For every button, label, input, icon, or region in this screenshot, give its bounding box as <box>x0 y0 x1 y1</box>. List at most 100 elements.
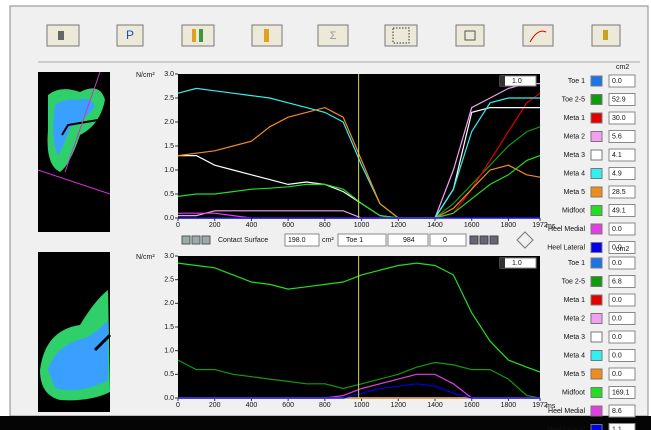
legend-swatch <box>591 295 602 305</box>
legend-swatch <box>591 224 602 234</box>
legend-swatch <box>591 388 602 398</box>
x-tick-label: 200 <box>209 222 221 229</box>
x-tick-label: 400 <box>246 222 258 229</box>
legend-swatch <box>591 76 602 86</box>
zoom-value: 1.0 <box>512 78 522 85</box>
area-value: 5.6 <box>612 133 622 140</box>
legend-swatch <box>591 351 602 361</box>
x-tick-label: 1000 <box>354 402 370 409</box>
legend-swatch <box>591 113 602 123</box>
zoom-spinner <box>500 76 505 86</box>
legend-label: Toe 1 <box>568 78 585 85</box>
legend-label: Meta 5 <box>564 371 586 378</box>
x-tick-label: 800 <box>319 402 331 409</box>
y-tick-label: 0.5 <box>164 371 174 378</box>
legend-swatch <box>591 169 602 179</box>
legend-label: Heel Medial <box>548 408 585 415</box>
contact-label: Contact Surface <box>218 237 268 244</box>
y-tick-label: 1.0 <box>164 348 174 355</box>
icon <box>58 31 64 40</box>
x-tick-label: 0 <box>176 402 180 409</box>
y-tick-label: 3.0 <box>164 253 174 260</box>
legend-header: cm2 <box>616 246 629 253</box>
icon <box>199 29 203 42</box>
legend-swatch <box>591 369 602 379</box>
y-axis-label: N/cm² <box>136 254 155 261</box>
contact-unit: cm² <box>322 237 334 244</box>
x-tick-label: 1972 <box>532 402 548 409</box>
app-window: P Σ N/cm²ms0.00.51.01.52.02.53.002004006… <box>0 0 651 430</box>
legend-swatch <box>591 314 602 324</box>
y-tick-label: 3.0 <box>164 71 174 78</box>
legend-label: Meta 1 <box>564 115 586 122</box>
toolbar-button[interactable] <box>456 25 484 46</box>
legend-label: Toe 1 <box>568 260 585 267</box>
area-value: 169.1 <box>612 389 630 396</box>
y-tick-label: 0.5 <box>164 191 174 198</box>
legend-label: Meta 3 <box>564 334 586 341</box>
y-tick-label: 2.5 <box>164 95 174 102</box>
legend-swatch <box>591 258 602 268</box>
area-value: 52.9 <box>612 96 626 103</box>
legend-swatch <box>591 277 602 287</box>
tool-icon <box>470 236 478 244</box>
contact-value: 198.0 <box>288 237 306 244</box>
x-tick-label: 600 <box>282 402 294 409</box>
legend-label: Meta 5 <box>564 189 586 196</box>
legend-label: Heel Medial <box>548 226 585 233</box>
icon <box>264 29 269 42</box>
x-tick-label: 400 <box>246 402 258 409</box>
legend-swatch <box>591 187 602 197</box>
area-value: 0.0 <box>612 315 622 322</box>
y-tick-label: 2.0 <box>164 119 174 126</box>
legend-swatch <box>591 132 602 142</box>
tool-icon <box>490 236 498 244</box>
area-value: 0.0 <box>612 260 622 267</box>
field <box>430 234 466 246</box>
legend-swatch <box>591 206 602 216</box>
legend-label: Meta 4 <box>564 170 586 177</box>
y-tick-label: 1.5 <box>164 324 174 331</box>
tool-icon <box>202 236 210 244</box>
foot-image <box>38 72 110 232</box>
toolbar-button[interactable] <box>523 25 553 46</box>
x-tick-label: 1400 <box>427 222 443 229</box>
toolbar-button[interactable] <box>182 25 214 46</box>
area-value: 0.0 <box>612 297 622 304</box>
y-axis-label: N/cm² <box>136 72 155 79</box>
contact-extra: 0 <box>443 237 447 244</box>
x-tick-label: 1600 <box>464 222 480 229</box>
contact-time: 984 <box>403 237 415 244</box>
legend-swatch <box>591 406 602 416</box>
y-tick-label: 1.0 <box>164 167 174 174</box>
tool-icon <box>192 236 200 244</box>
area-value: 0.0 <box>612 226 622 233</box>
area-value: 49.1 <box>612 207 626 214</box>
tool-icon <box>182 236 190 244</box>
y-tick-label: 2.0 <box>164 300 174 307</box>
legend-swatch <box>591 95 602 105</box>
y-tick-label: 1.5 <box>164 143 174 150</box>
x-tick-label: 1972 <box>532 222 548 229</box>
x-tick-label: 1200 <box>390 402 406 409</box>
legend-label: Toe 2-5 <box>562 96 585 103</box>
legend-label: Midfoot <box>562 207 585 214</box>
x-tick-label: 1800 <box>501 402 517 409</box>
legend-label: Heel Lateral <box>547 426 585 430</box>
icon <box>603 30 608 40</box>
legend-label: Meta 2 <box>564 315 586 322</box>
area-value: 1.1 <box>612 426 622 430</box>
legend-swatch <box>591 425 602 430</box>
legend-swatch <box>591 243 602 253</box>
legend-swatch <box>591 150 602 160</box>
contact-zone: Toe 1 <box>346 237 363 244</box>
area-value: 0.0 <box>612 78 622 85</box>
area-value: 28.5 <box>612 189 626 196</box>
x-tick-label: 800 <box>319 222 331 229</box>
area-value: 6.8 <box>612 278 622 285</box>
legend-label: Toe 2-5 <box>562 278 585 285</box>
button-label: P <box>126 28 134 42</box>
legend-label: Midfoot <box>562 389 585 396</box>
toolbar: P Σ <box>47 25 620 46</box>
legend-label: Meta 3 <box>564 152 586 159</box>
